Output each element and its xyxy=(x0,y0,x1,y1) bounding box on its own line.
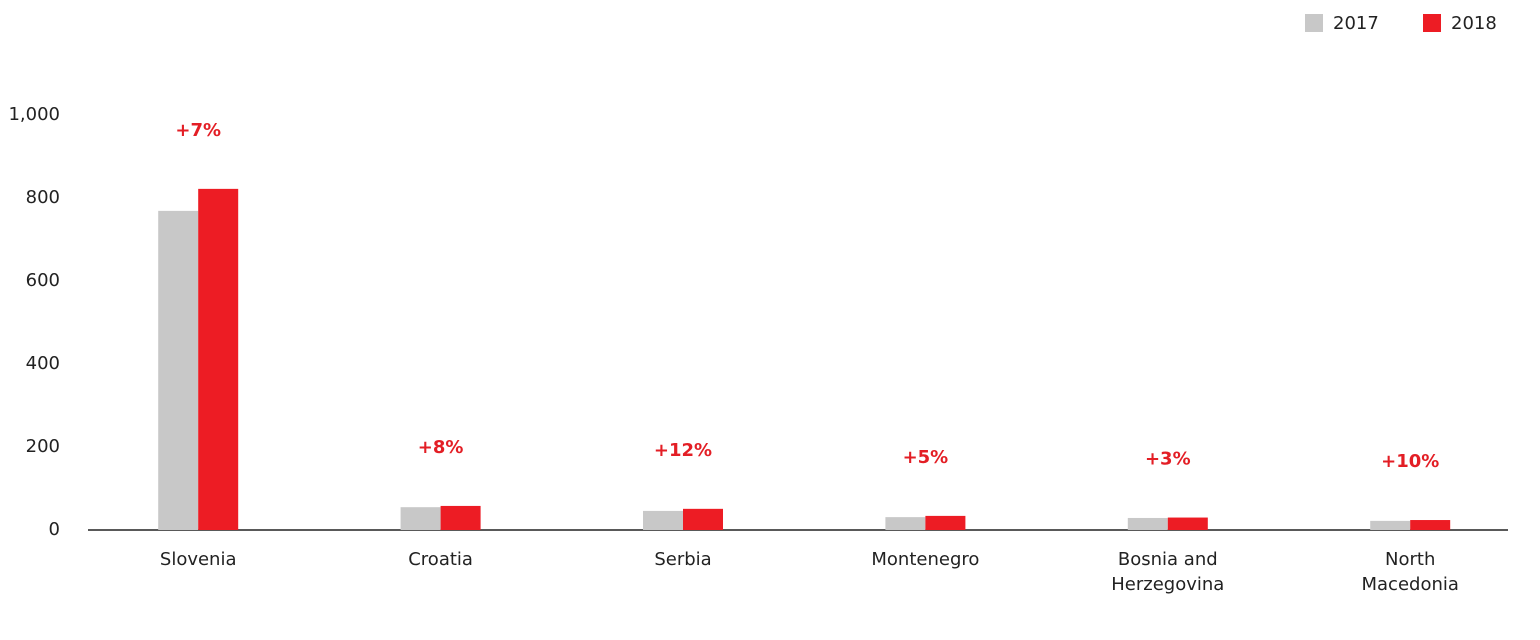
legend-label: 2017 xyxy=(1333,13,1379,34)
x-tick-label: Croatia xyxy=(408,549,473,570)
bar xyxy=(683,508,723,530)
x-tick-label: Serbia xyxy=(654,549,711,570)
x-tick-label: North xyxy=(1385,549,1435,570)
bar xyxy=(1167,517,1208,530)
x-tick-label: Macedonia xyxy=(1361,574,1458,595)
bar xyxy=(1410,520,1451,530)
legend-label: 2018 xyxy=(1451,13,1497,34)
x-tick-label: Montenegro xyxy=(871,549,979,570)
bar xyxy=(643,510,683,530)
x-tick-label: Bosnia and xyxy=(1118,549,1218,570)
change-label: +10% xyxy=(1381,451,1439,472)
bar xyxy=(885,517,926,530)
legend-swatch xyxy=(1423,14,1441,32)
change-label: +7% xyxy=(175,120,221,141)
bar xyxy=(925,515,966,530)
change-label: +3% xyxy=(1145,449,1191,470)
bar xyxy=(440,505,481,530)
x-tick-label: Slovenia xyxy=(160,549,237,570)
y-tick-label: 1,000 xyxy=(8,104,60,125)
y-tick-label: 400 xyxy=(26,353,60,374)
change-label: +5% xyxy=(903,447,949,468)
bar xyxy=(1370,520,1411,530)
legend-swatch xyxy=(1305,14,1323,32)
x-tick-label: Herzegovina xyxy=(1111,574,1224,595)
bar xyxy=(198,188,239,530)
bar xyxy=(1127,517,1168,530)
y-tick-label: 600 xyxy=(26,270,60,291)
y-tick-label: 0 xyxy=(49,519,60,540)
change-label: +8% xyxy=(418,437,464,458)
y-tick-label: 200 xyxy=(26,436,60,457)
y-tick-label: 800 xyxy=(26,187,60,208)
bar xyxy=(158,210,199,531)
change-label: +12% xyxy=(654,440,712,461)
bar xyxy=(400,507,441,530)
